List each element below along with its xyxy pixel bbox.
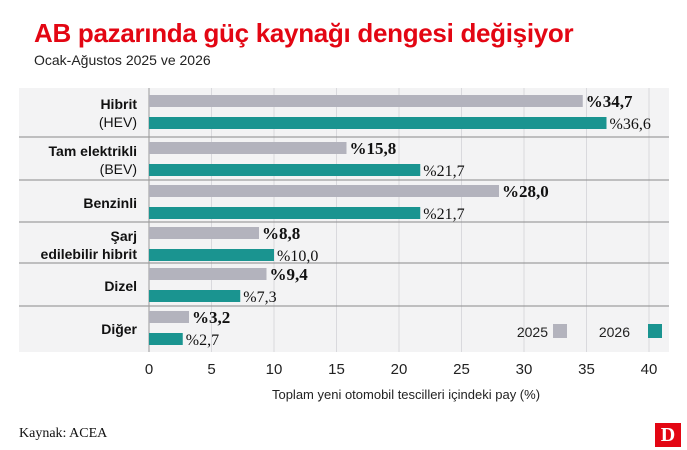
bar-2025 [149,268,267,280]
data-label-2025: %28,0 [502,182,549,201]
data-label-2026: %36,6 [610,116,651,133]
bar-2026 [149,207,421,219]
category-label: Dizel [104,278,137,294]
bar-2025 [149,227,259,239]
legend-label-2026: 2026 [599,324,630,340]
bar-2026 [149,164,421,176]
category-label: Şarj [111,228,137,244]
category-label: Hibrit [100,96,137,112]
bar-2025 [149,311,189,323]
x-tick-label: 40 [641,361,658,378]
data-label-2025: %8,8 [262,224,300,243]
data-label-2026: %21,7 [423,163,464,180]
x-tick-label: 0 [145,361,153,378]
x-tick-label: 30 [516,361,533,378]
bar-2026 [149,333,183,345]
x-tick-label: 5 [207,361,215,378]
category-label: (BEV) [100,161,137,177]
bar-2026 [149,117,607,129]
x-tick-label: 20 [391,361,408,378]
data-label-2025: %9,4 [270,265,309,284]
data-label-2025: %15,8 [350,139,397,158]
bar-2025 [149,142,347,154]
category-label: Diğer [101,321,137,337]
data-label-2026: %2,7 [186,332,219,349]
category-label: Tam elektrikli [49,143,137,159]
data-label-2026: %10,0 [277,248,318,265]
chart-subtitle: Ocak-Ağustos 2025 ve 2026 [34,52,211,68]
category-label: edilebilir hibrit [41,246,138,262]
plot-background [19,88,669,352]
category-label: Benzinli [83,195,137,211]
legend-swatch-2026 [648,324,662,338]
x-axis-label: Toplam yeni otomobil tescilleri içindeki… [272,387,540,402]
bar-2025 [149,185,499,197]
bar-chart: Hibrit (HEV) %34,7 %36,6 Tam elektrikli (BEV)… [19,88,669,402]
bar-2025 [149,95,583,107]
x-tick-label: 10 [266,361,283,378]
bar-2026 [149,290,241,302]
data-label-2026: %21,7 [423,206,464,223]
data-label-2026: %7,3 [243,289,276,306]
bar-2026 [149,249,274,261]
data-label-2025: %3,2 [192,308,230,327]
brand-logo: D [655,423,681,447]
legend-swatch-2025 [553,324,567,338]
x-tick-label: 25 [453,361,470,378]
legend-label-2025: 2025 [517,324,548,340]
category-label: (HEV) [99,114,137,130]
source-note: Kaynak: ACEA [19,426,108,441]
x-tick-label: 15 [328,361,345,378]
data-label-2025: %34,7 [586,92,633,111]
x-tick-label: 35 [578,361,595,378]
chart-title: AB pazarında güç kaynağı dengesi değişiy… [34,18,574,48]
